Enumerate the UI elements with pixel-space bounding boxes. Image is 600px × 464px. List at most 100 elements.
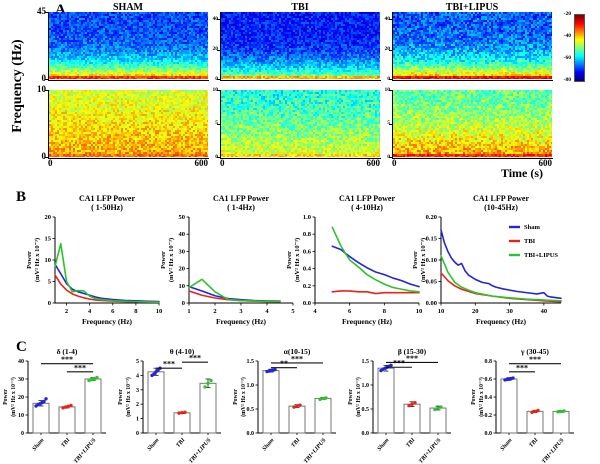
y-tick-label: 0 <box>387 154 390 160</box>
y-tick-mark <box>45 90 48 91</box>
y-tick-label: 20 <box>179 266 186 273</box>
y-axis-label: (mV² Hz x 10⁻³) <box>125 377 132 417</box>
data-point <box>436 406 440 410</box>
significance-stars: ** <box>280 359 288 368</box>
y-tick-label: 0.8 <box>303 231 312 238</box>
x-tick-label: 8 <box>134 308 138 315</box>
x-category-label: TBI <box>405 437 416 449</box>
significance-stars: *** <box>529 355 541 364</box>
bar-tbi <box>403 403 421 434</box>
colorbar-tick-label: -40 <box>563 32 571 39</box>
series-sham <box>54 263 160 303</box>
axes <box>188 217 293 304</box>
y-tick-label: 5 <box>136 359 139 365</box>
series-tbi+lipus <box>188 278 281 303</box>
y-axis-label: (mV² Hz x 10⁻³) <box>168 238 175 282</box>
x-category-label: TBI <box>60 437 71 449</box>
spectrogram-canvas <box>221 90 380 157</box>
x-tick-label: 30 <box>506 308 513 315</box>
chart-title: δ (1-4) <box>57 347 78 356</box>
bar-tbi+lipus <box>429 407 447 434</box>
data-point <box>206 381 210 386</box>
bar-tbi+lipus <box>199 382 217 434</box>
y-tick-label: 0.8 <box>485 359 493 365</box>
bar-sham <box>147 371 165 434</box>
y-tick-label: 0.05 <box>426 279 438 286</box>
data-point <box>536 408 540 413</box>
x-tick-labels: 0 600 <box>220 158 380 170</box>
y-tick-label: 20 <box>212 46 219 53</box>
y-tick-label: 10 <box>179 283 186 290</box>
line-chart-svg: CA1 LFP Power( 1-4Hz) 0 10 20 30 40 50 1 2 3 4 5 Fre… <box>160 194 295 326</box>
significance-stars: *** <box>61 355 73 364</box>
significance-stars: *** <box>393 359 405 368</box>
x-category-label: Sham <box>32 437 46 452</box>
y-tick-mark <box>217 123 220 125</box>
x-tick-labels: 0 600 <box>48 158 208 170</box>
x-category-label: TBI <box>528 437 539 449</box>
series-sham <box>188 285 281 302</box>
significance-stars: *** <box>74 363 86 372</box>
chart-title: β (15-30) <box>398 347 427 356</box>
spectrogram-title: SHAM <box>113 2 143 13</box>
data-point <box>439 405 443 409</box>
data-point <box>292 405 296 409</box>
y-tick-label: 0 <box>215 76 218 82</box>
data-point <box>318 397 322 402</box>
chart-subtitle: ( 1-4Hz) <box>227 203 255 212</box>
y-tick-label: 0.0 <box>485 431 493 437</box>
y-tick-label: 0.0 <box>303 300 311 307</box>
y-tick-mark <box>217 90 220 91</box>
time-axis-label: Time (s) <box>500 166 544 180</box>
panel-b-label: B <box>16 189 27 205</box>
data-point <box>410 402 414 406</box>
chart-subtitle: (10-45Hz) <box>484 203 518 212</box>
line-chart-4-10hz: CA1 LFP Power( 4-10Hz) 0.0 0.2 0.4 0.6 0.8 1.0… <box>283 191 428 341</box>
data-point <box>180 410 184 415</box>
y-tick-label: 20 <box>384 46 391 53</box>
line-chart-10-45hz: CA1 LFP Power (10-45Hz) 0.00 0.05 0.10 0.15 0.… <box>409 191 577 341</box>
y-axis-label: (mV² Hz x 10⁻³) <box>240 377 247 417</box>
x-category-label: TBI+LIPUS <box>303 437 328 464</box>
x-tick-label: 40 <box>541 308 548 315</box>
y-axis-label: Power <box>471 389 477 405</box>
x-category-label: Sham <box>377 437 391 452</box>
bar-chart-alpha: α(10-15) 0.0 0.5 1.0 1.5 Power (mV² Hz x 10⁻³)… <box>232 343 347 464</box>
line-chart-svg: CA1 LFP Power( 1-50Hz) 0 5 10 15 20 2 4 6 8 10 Freq… <box>26 194 162 326</box>
spectrogram-canvas <box>393 12 552 79</box>
x-category-label: TBI+LIPUS <box>188 437 213 464</box>
y-tick-label: 5 <box>48 279 52 286</box>
bar-tbi <box>173 412 191 434</box>
x-axis-label: Frequency (Hz) <box>216 317 267 326</box>
data-point <box>562 409 566 413</box>
data-point <box>389 363 393 368</box>
legend-label: TBI <box>524 238 536 245</box>
bar-chart-svg: γ (30-45) 0.0 0.2 0.4 0.6 0.8 Power (mV² Hz x 1… <box>471 347 574 464</box>
bar-chart-svg: δ (1-4) 0 10 20 30 40 Power (mV² Hz x 10⁻³) Sham… <box>3 347 106 464</box>
data-point <box>433 407 437 412</box>
y-tick-label: 0.10 <box>426 257 437 264</box>
y-tick-label: 0.00 <box>426 300 437 307</box>
bar-tbi <box>58 406 76 434</box>
data-point <box>203 385 207 389</box>
x-tick-label: 10 <box>438 308 445 315</box>
data-point <box>152 372 156 376</box>
x-tick-label: 4 <box>265 308 269 315</box>
data-point <box>209 378 213 383</box>
y-tick-label: 0.0 <box>247 431 255 437</box>
colorbar-tick-label: -80 <box>563 76 571 83</box>
y-tick-label: 20 <box>18 395 24 401</box>
legend: Sham TBI TBI+LIPUS <box>509 224 558 259</box>
y-tick-label: 0.5 <box>362 407 370 413</box>
spectrogram-canvas <box>49 12 208 79</box>
x-tick-label: 6 <box>348 308 352 315</box>
x-tick-0: 0 <box>392 158 397 168</box>
spectrogram-title: TBI <box>291 2 309 13</box>
series-tbi+lipus <box>331 226 420 293</box>
spectrogram-bottom-plot: 10 0 <box>37 84 209 161</box>
colorbar-tick-label: -60 <box>563 54 571 61</box>
y-tick-label: 0.4 <box>303 266 312 273</box>
y-tick-label: 0.6 <box>485 377 493 383</box>
series-tbi <box>331 290 420 295</box>
y-tick-label: 0.2 <box>303 283 311 290</box>
